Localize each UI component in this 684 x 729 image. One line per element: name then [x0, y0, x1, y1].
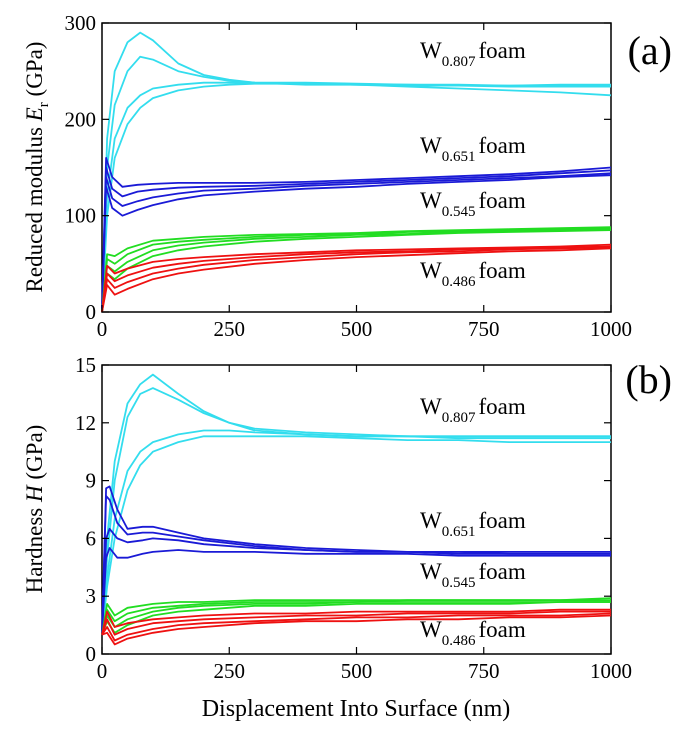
- series-line-a-10: [101, 228, 612, 313]
- y-tick-label-b-3: 9: [86, 469, 97, 493]
- panel-b-y-axis-label: Hardness H (GPa): [22, 425, 47, 594]
- y-tick-label-a-0: 0: [86, 300, 97, 324]
- series-line-a-6: [101, 172, 612, 313]
- series-line-a-11: [101, 229, 612, 313]
- series-annotation-b-1: W0.651 foam: [420, 508, 526, 540]
- panel-a-y-axis-title: Reduced modulus: [22, 127, 47, 292]
- series-line-b-6: [101, 527, 611, 635]
- panel-a-y-axis-label: Reduced modulus Er (GPa): [22, 42, 53, 293]
- series-line-b-1: [101, 387, 611, 635]
- series-annotation-a-1: W0.651 foam: [420, 133, 526, 165]
- series-line-b-15: [101, 614, 612, 646]
- series-line-b-14: [101, 612, 612, 642]
- x-tick-label-b-2: 500: [341, 659, 373, 683]
- y-tick-label-a-2: 200: [65, 107, 97, 131]
- panel-a-reduced-modulus: 0 250 500 750 1000 0 100 200 300 (a) Reduced mod…: [22, 11, 672, 341]
- series-annotation-a-2: W0.545 foam: [420, 188, 526, 220]
- series-annotation-b-3: W0.486 foam: [420, 617, 526, 649]
- panel-a-y-axis-unit: (GPa): [22, 42, 47, 97]
- series-line-a-13: [101, 245, 612, 313]
- y-tick-label-b-0: 0: [86, 642, 97, 666]
- x-tick-label-a-2: 500: [341, 317, 373, 341]
- series-line-b-5: [101, 495, 611, 635]
- panel-a-annotations: W0.807 foam W0.651 foam W0.545 foam W0.486 foam: [420, 38, 526, 290]
- series-line-b-11: [101, 601, 611, 636]
- panel-a-y-axis-subscript: r: [36, 102, 52, 107]
- panel-a-ticks: 0 250 500 750 1000 0 100 200 300: [65, 11, 633, 341]
- series-line-a-9: [101, 227, 612, 313]
- x-tick-label-b-1: 250: [214, 659, 246, 683]
- x-tick-label-b-3: 750: [468, 659, 500, 683]
- y-tick-label-a-3: 300: [65, 11, 97, 35]
- series-line-a-7: [101, 174, 612, 313]
- series-line-a-15: [101, 247, 612, 313]
- series-line-a-12: [101, 243, 612, 313]
- series-annotation-b-2: W0.545 foam: [420, 559, 526, 591]
- x-tick-label-a-0: 0: [97, 317, 108, 341]
- panel-b-hardness: 0 250 500 750 1000 0 3 6 9 12 15 (b) Hardness H (G…: [22, 353, 672, 722]
- y-tick-label-b-1: 3: [86, 584, 97, 608]
- series-line-a-2: [101, 81, 611, 313]
- series-line-b-10: [101, 601, 611, 635]
- series-annotation-b-0: W0.807 foam: [420, 394, 526, 426]
- panel-a-label: (a): [628, 28, 672, 73]
- panel-b-label: (b): [625, 357, 672, 402]
- panel-b-y-axis-unit: (GPa): [22, 425, 47, 480]
- y-tick-label-b-2: 6: [86, 526, 97, 550]
- panel-b-y-axis-symbol: H: [22, 484, 47, 503]
- series-annotation-a-3: W0.486 foam: [420, 258, 526, 290]
- series-line-b-0: [101, 373, 611, 635]
- series-line-b-3: [101, 435, 611, 635]
- series-line-a-14: [101, 246, 612, 313]
- panel-b-annotations: W0.807 foam W0.651 foam W0.545 foam W0.486 foam: [420, 394, 526, 649]
- series-line-b-2: [101, 429, 611, 635]
- series-line-b-9: [101, 599, 611, 635]
- x-tick-label-a-3: 750: [468, 317, 500, 341]
- series-line-a-5: [101, 166, 612, 313]
- series-line-a-8: [101, 226, 612, 313]
- series-line-a-4: [101, 157, 612, 313]
- panel-b-y-axis-title: Hardness: [22, 508, 47, 594]
- x-tick-label-b-4: 1000: [590, 659, 632, 683]
- x-tick-label-a-1: 250: [214, 317, 246, 341]
- series-line-b-12: [101, 608, 611, 635]
- series-line-b-13: [101, 610, 611, 636]
- y-tick-label-b-5: 15: [75, 353, 96, 377]
- series-line-a-3: [101, 82, 612, 313]
- x-tick-label-a-4: 1000: [590, 317, 632, 341]
- x-tick-label-b-0: 0: [97, 659, 108, 683]
- panel-a-y-axis-symbol: E: [22, 107, 47, 122]
- y-tick-label-a-1: 100: [65, 204, 97, 228]
- panel-b-series-group: [101, 373, 612, 646]
- panel-b-ticks: 0 250 500 750 1000 0 3 6 9 12 15: [75, 353, 632, 683]
- x-axis-label: Displacement Into Surface (nm): [202, 696, 511, 722]
- panel-a-series-group: [101, 31, 612, 313]
- series-annotation-a-0: W0.807 foam: [420, 38, 526, 70]
- y-tick-label-b-4: 12: [75, 411, 96, 435]
- series-line-b-7: [101, 547, 611, 635]
